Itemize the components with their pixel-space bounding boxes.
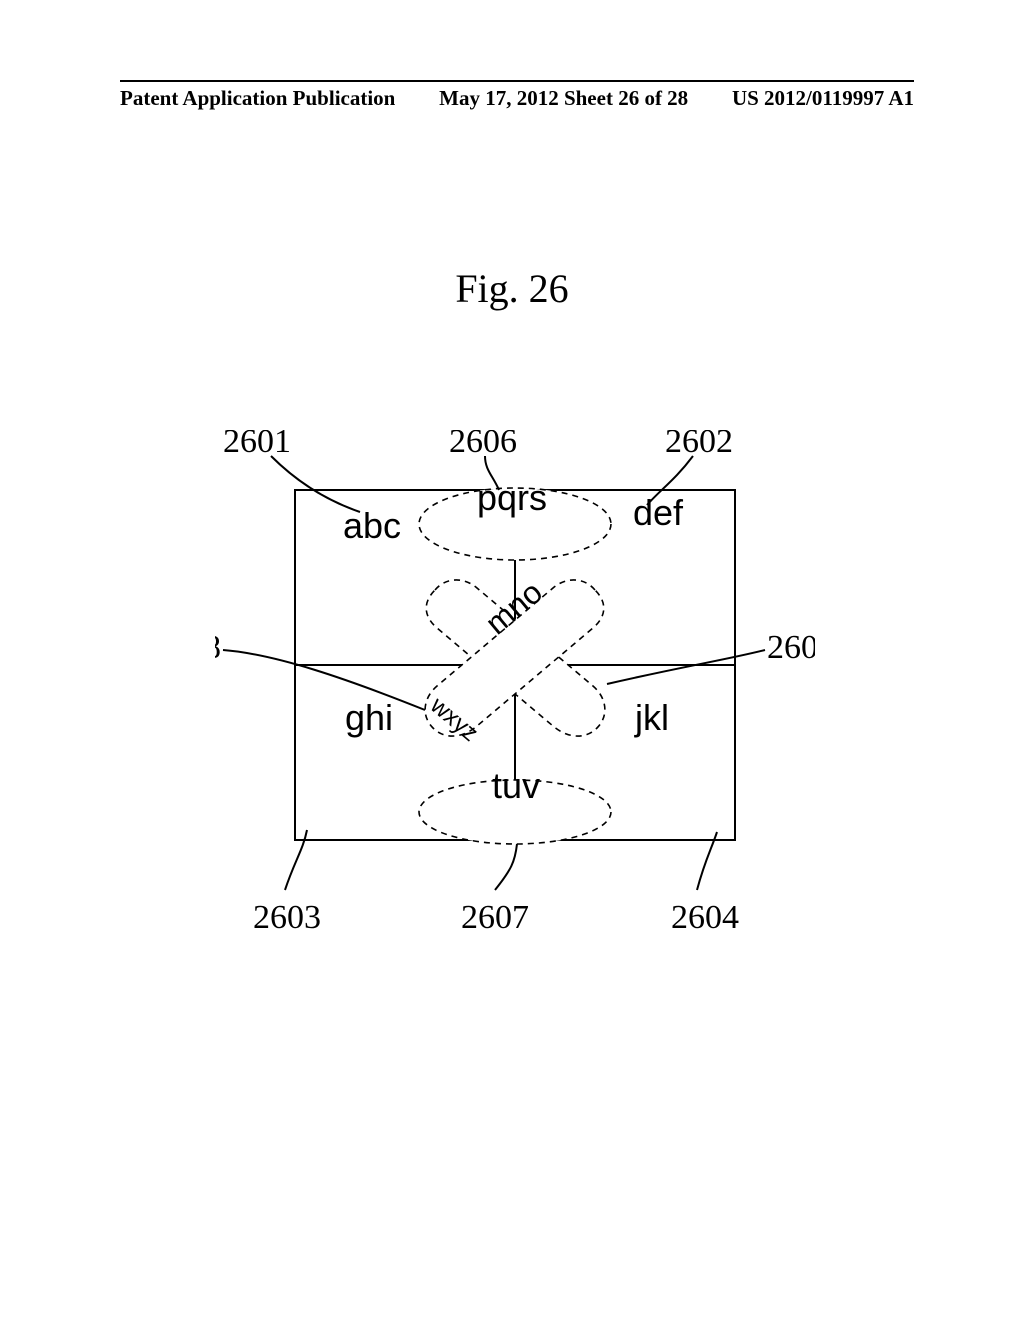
ref-2603: 2603 — [253, 899, 321, 936]
header-center: May 17, 2012 Sheet 26 of 28 — [439, 86, 688, 111]
ref-2602: 2602 — [665, 430, 733, 460]
header-rule — [120, 80, 914, 82]
figure-diagram: abcdefghijklpqrstuvmnowxyz26012602260326… — [215, 430, 815, 950]
header-left: Patent Application Publication — [120, 86, 395, 111]
ref-2606: 2606 — [449, 430, 517, 460]
key-pqrs: pqrs — [477, 477, 547, 518]
ref-2601: 2601 — [223, 430, 291, 460]
ref-2607: 2607 — [461, 899, 529, 936]
page: Patent Application Publication May 17, 2… — [0, 0, 1024, 1320]
key-jkl: jkl — [634, 697, 669, 738]
header-right: US 2012/0119997 A1 — [732, 86, 914, 111]
key-ghi: ghi — [345, 697, 393, 738]
ref-2608: 2608 — [215, 629, 221, 666]
key-tuv: tuv — [492, 765, 540, 806]
key-def: def — [633, 492, 684, 533]
figure-title: Fig. 26 — [0, 265, 1024, 312]
key-abc: abc — [343, 505, 401, 546]
header-text-row: Patent Application Publication May 17, 2… — [120, 86, 914, 111]
ref-2605: 2605 — [767, 629, 815, 666]
page-header: Patent Application Publication May 17, 2… — [0, 80, 1024, 111]
figure-svg: abcdefghijklpqrstuvmnowxyz26012602260326… — [215, 430, 815, 950]
ref-2604: 2604 — [671, 899, 739, 936]
